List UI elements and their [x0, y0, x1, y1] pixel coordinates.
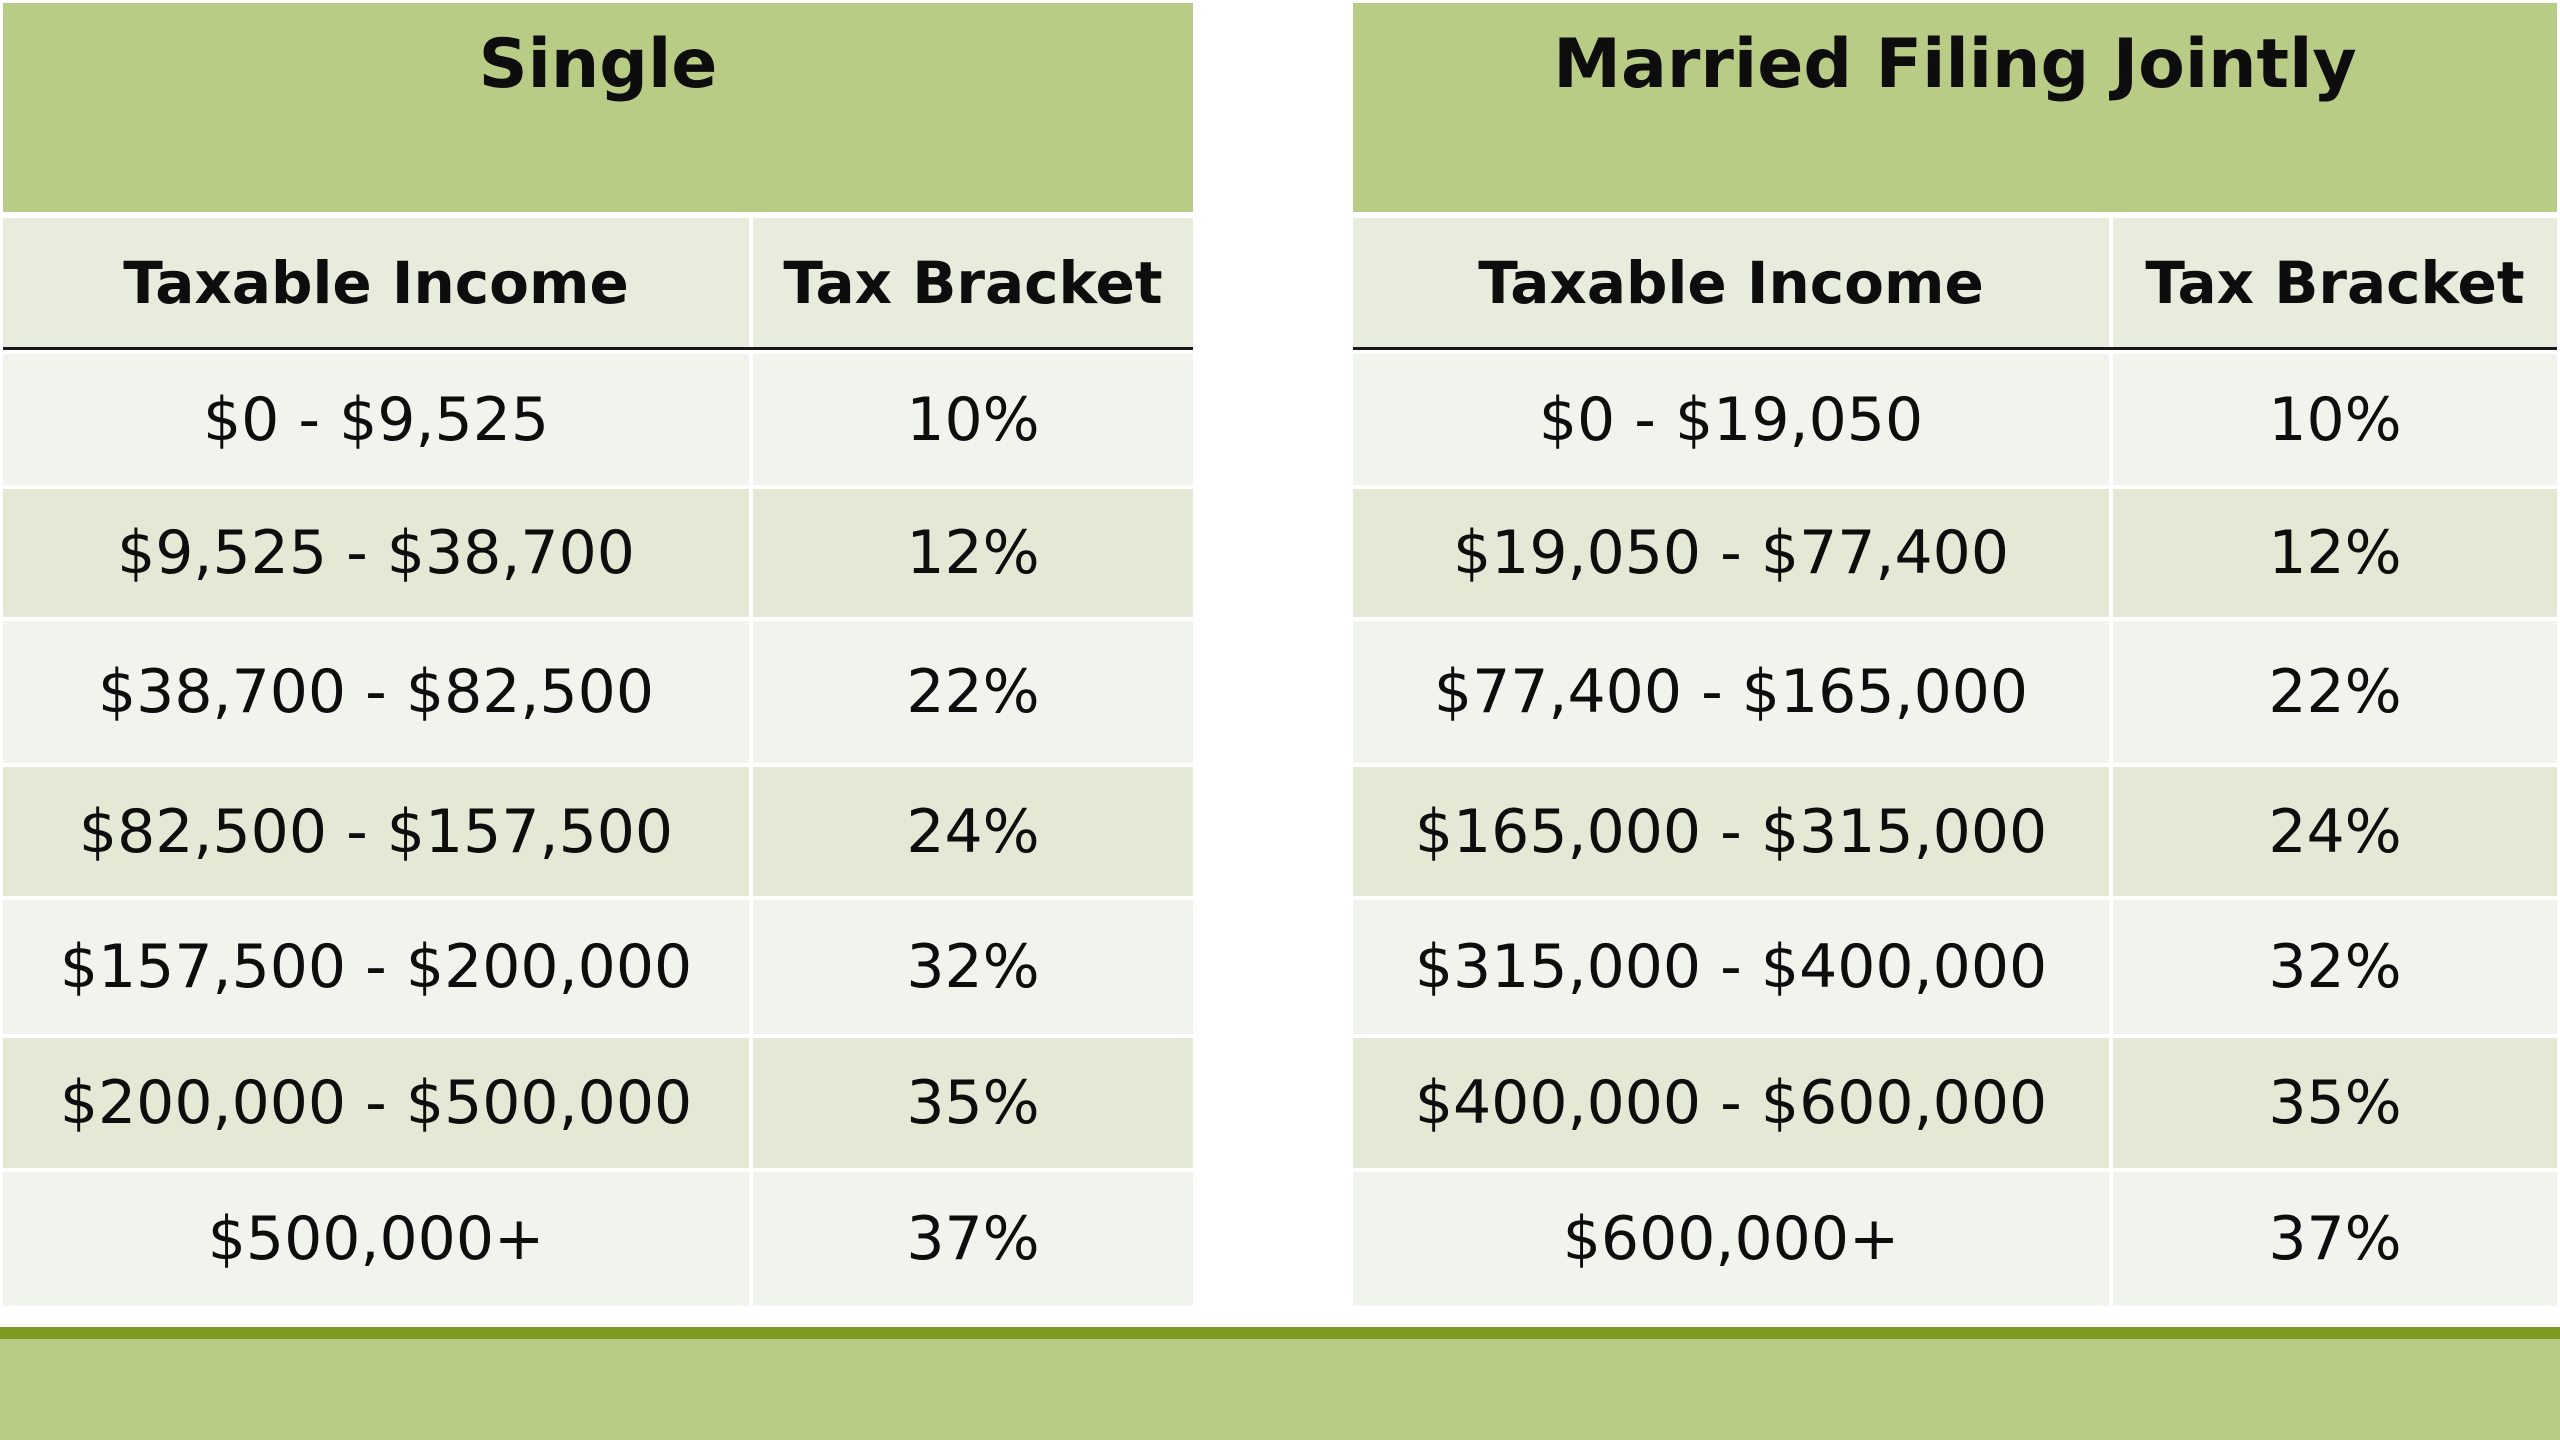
table-row: $77,400 - $165,000 22% — [1353, 617, 2557, 763]
table-title-band: Single — [3, 3, 1193, 212]
table-row: $0 - $19,050 10% — [1353, 350, 2557, 485]
footer-band — [0, 1339, 2560, 1440]
bracket-cell: 32% — [2109, 900, 2557, 1034]
table-row: $19,050 - $77,400 12% — [1353, 485, 2557, 617]
income-cell: $9,525 - $38,700 — [117, 518, 635, 588]
income-cell: $38,700 - $82,500 — [97, 657, 655, 727]
married-filing-jointly-table: Married Filing Jointly Taxable Income Ta… — [1353, 3, 2557, 1306]
income-cell: $77,400 - $165,000 — [1433, 657, 2029, 727]
bracket-cell: 35% — [2109, 1038, 2557, 1168]
bracket-cell: 12% — [2109, 489, 2557, 617]
bracket-cell: 24% — [2109, 767, 2557, 896]
table-row: $82,500 - $157,500 24% — [3, 763, 1193, 896]
bracket-cell: 22% — [2109, 621, 2557, 763]
table-row: $165,000 - $315,000 24% — [1353, 763, 2557, 896]
header-taxable-income: Taxable Income — [1478, 248, 1984, 317]
header-tax-bracket: Tax Bracket — [2109, 218, 2557, 347]
income-cell: $315,000 - $400,000 — [1414, 932, 2048, 1002]
table-row: $157,500 - $200,000 32% — [3, 896, 1193, 1034]
header-taxable-income: Taxable Income — [123, 248, 629, 317]
income-cell: $0 - $9,525 — [202, 384, 550, 455]
income-cell: $0 - $19,050 — [1538, 384, 1924, 455]
bracket-cell: 22% — [749, 621, 1193, 763]
table-row: $38,700 - $82,500 22% — [3, 617, 1193, 763]
income-cell: $500,000+ — [207, 1204, 545, 1274]
single-table: Single Taxable Income Tax Bracket $0 - $… — [3, 3, 1193, 1306]
table-row: $400,000 - $600,000 35% — [1353, 1034, 2557, 1168]
header-tax-bracket: Tax Bracket — [749, 218, 1193, 347]
bracket-cell: 12% — [749, 489, 1193, 617]
table-header-row: Taxable Income Tax Bracket — [1353, 218, 2557, 350]
bracket-cell: 32% — [749, 900, 1193, 1034]
footer-divider — [0, 1327, 2560, 1339]
income-cell: $600,000+ — [1562, 1204, 1900, 1274]
income-cell: $200,000 - $500,000 — [59, 1068, 693, 1138]
income-cell: $165,000 - $315,000 — [1414, 796, 2048, 867]
table-title-band: Married Filing Jointly — [1353, 3, 2557, 212]
bracket-cell: 35% — [749, 1038, 1193, 1168]
table-row: $600,000+ 37% — [1353, 1168, 2557, 1306]
income-cell: $157,500 - $200,000 — [59, 932, 693, 1002]
bracket-cell: 10% — [749, 354, 1193, 485]
table-row: $200,000 - $500,000 35% — [3, 1034, 1193, 1168]
income-cell: $400,000 - $600,000 — [1414, 1068, 2048, 1138]
table-row: $9,525 - $38,700 12% — [3, 485, 1193, 617]
table-header-row: Taxable Income Tax Bracket — [3, 218, 1193, 350]
table-row: $315,000 - $400,000 32% — [1353, 896, 2557, 1034]
bracket-cell: 10% — [2109, 354, 2557, 485]
bracket-cell: 24% — [749, 767, 1193, 896]
income-cell: $19,050 - $77,400 — [1452, 518, 2010, 588]
table-row: $500,000+ 37% — [3, 1168, 1193, 1306]
table-title: Married Filing Jointly — [1553, 25, 2357, 104]
table-row: $0 - $9,525 10% — [3, 350, 1193, 485]
table-title: Single — [478, 25, 718, 104]
bracket-cell: 37% — [2109, 1172, 2557, 1306]
bracket-cell: 37% — [749, 1172, 1193, 1306]
income-cell: $82,500 - $157,500 — [78, 796, 674, 867]
